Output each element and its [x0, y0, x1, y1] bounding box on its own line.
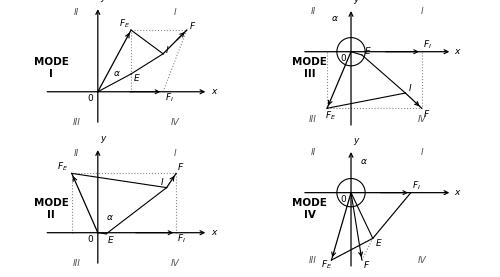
Text: MODE
II: MODE II [34, 198, 68, 220]
Text: $I$: $I$ [166, 43, 170, 55]
Text: MODE
III: MODE III [292, 57, 327, 79]
Text: $F_E$: $F_E$ [320, 259, 332, 271]
Text: $x$: $x$ [454, 188, 462, 197]
Text: $x$: $x$ [210, 87, 218, 96]
Text: $F$: $F$ [189, 20, 196, 31]
Text: $\alpha$: $\alpha$ [113, 69, 121, 78]
Text: $F_I$: $F_I$ [166, 91, 174, 104]
Text: III: III [72, 259, 80, 268]
Text: II: II [74, 148, 79, 158]
Text: $E$: $E$ [364, 45, 372, 56]
Text: $E$: $E$ [375, 237, 382, 248]
Text: $I$: $I$ [408, 82, 412, 93]
Text: I: I [174, 148, 176, 158]
Text: $F_E$: $F_E$ [58, 161, 68, 173]
Text: 0: 0 [88, 94, 94, 103]
Text: II: II [74, 8, 79, 17]
Text: $y$: $y$ [353, 0, 361, 6]
Text: $F_I$: $F_I$ [412, 179, 421, 192]
Text: $y$: $y$ [100, 134, 108, 145]
Text: $F_I$: $F_I$ [423, 38, 432, 51]
Text: $y$: $y$ [100, 0, 108, 4]
Text: III: III [309, 116, 317, 124]
Text: II: II [310, 7, 316, 16]
Text: IV: IV [170, 259, 179, 268]
Text: $y$: $y$ [353, 136, 361, 147]
Text: $F$: $F$ [423, 108, 430, 119]
Text: $x$: $x$ [210, 228, 218, 237]
Text: MODE
I: MODE I [34, 57, 68, 79]
Text: $\alpha$: $\alpha$ [360, 157, 368, 166]
Text: I: I [420, 7, 423, 16]
Text: 0: 0 [88, 235, 94, 244]
Text: I: I [174, 8, 176, 17]
Text: $F$: $F$ [363, 259, 370, 270]
Text: $F_I$: $F_I$ [178, 232, 186, 245]
Text: 0: 0 [340, 54, 346, 63]
Text: 0: 0 [340, 195, 346, 204]
Text: III: III [309, 256, 317, 265]
Text: $x$: $x$ [454, 47, 462, 56]
Text: $E$: $E$ [108, 234, 115, 245]
Text: $I$: $I$ [160, 176, 164, 187]
Text: MODE
IV: MODE IV [292, 198, 327, 220]
Text: IV: IV [418, 256, 426, 265]
Text: IV: IV [418, 116, 426, 124]
Text: $F_E$: $F_E$ [119, 17, 130, 30]
Text: $E$: $E$ [134, 72, 141, 83]
Text: $\alpha$: $\alpha$ [332, 14, 340, 23]
Text: II: II [310, 148, 316, 157]
Text: $\alpha$: $\alpha$ [106, 213, 114, 222]
Text: IV: IV [170, 118, 179, 127]
Text: $F$: $F$ [178, 161, 184, 172]
Text: I: I [420, 148, 423, 157]
Text: III: III [72, 118, 80, 127]
Text: $F_E$: $F_E$ [325, 109, 336, 122]
